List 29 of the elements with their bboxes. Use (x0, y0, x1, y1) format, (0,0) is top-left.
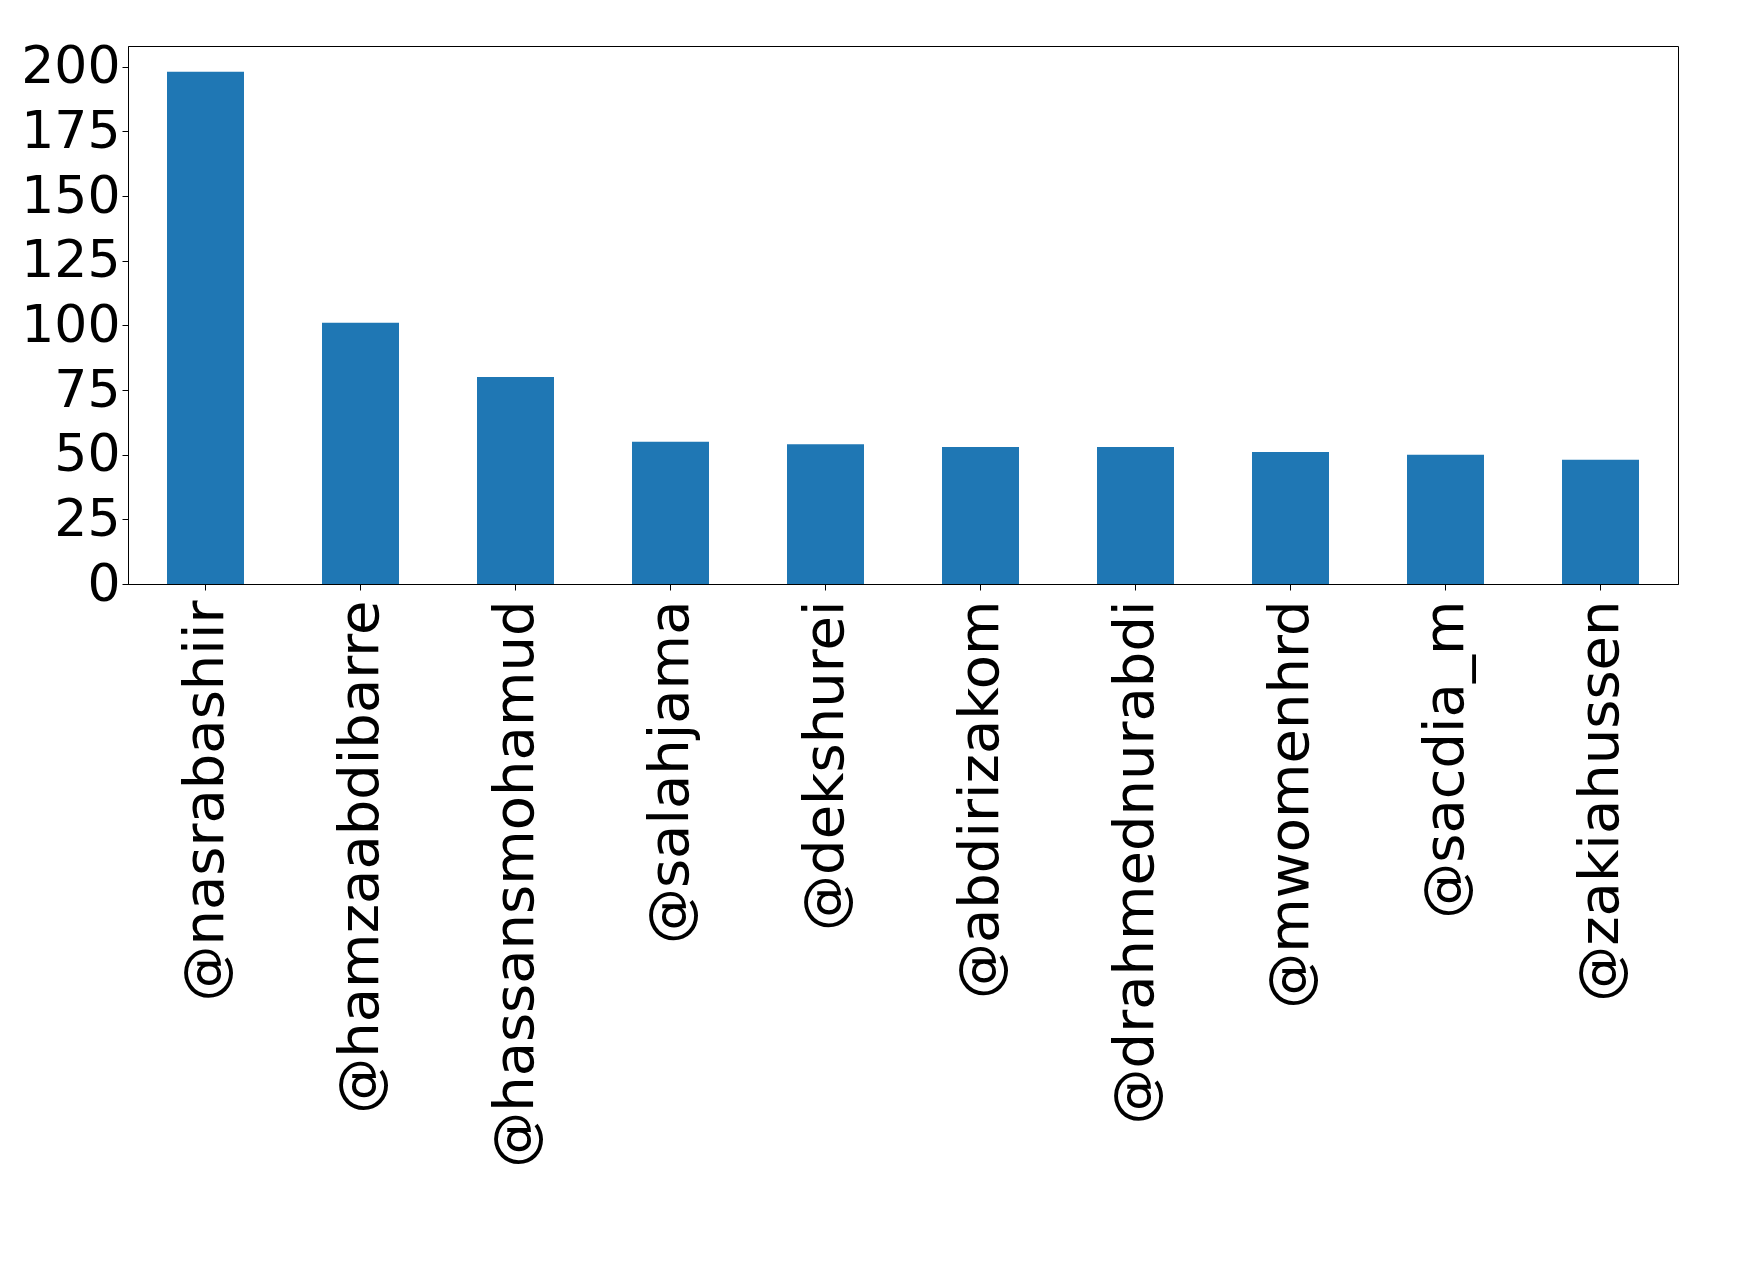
x-tick-label: @hassansmohamud (480, 600, 546, 1168)
x-tick-label: @mwomenhrd (1255, 600, 1321, 1009)
y-tick-label: 150 (21, 164, 121, 225)
y-tick-label: 0 (87, 552, 121, 613)
bar (322, 322, 399, 584)
bar (1252, 452, 1329, 584)
y-tick-label: 50 (54, 423, 121, 484)
bar (1407, 454, 1484, 584)
x-tick-label: @nasrabashiir (170, 599, 236, 1002)
y-tick-label: 100 (21, 293, 121, 354)
x-tick-label: @drahmednurabdi (1100, 600, 1166, 1125)
x-tick-label: @salahjama (635, 600, 701, 945)
bar (1562, 459, 1639, 584)
bar (477, 377, 554, 584)
x-tick-label: @hamzaabdibarre (325, 600, 391, 1114)
bar (1097, 446, 1174, 584)
y-tick-label: 175 (21, 99, 121, 160)
y-tick-label: 75 (54, 358, 121, 419)
y-tick-label: 125 (21, 229, 121, 290)
bar (942, 446, 1019, 584)
bar (167, 71, 244, 584)
x-tick-label: @sacdia_m (1410, 600, 1476, 919)
x-tick-label: @abdirizakom (945, 600, 1011, 1000)
x-tick-label: @zakiahussen (1565, 600, 1631, 1002)
bar (632, 441, 709, 584)
y-tick-label: 200 (21, 35, 121, 96)
y-tick-label: 25 (54, 487, 121, 548)
bar (787, 444, 864, 584)
x-tick-label: @dekshurei (790, 600, 856, 931)
